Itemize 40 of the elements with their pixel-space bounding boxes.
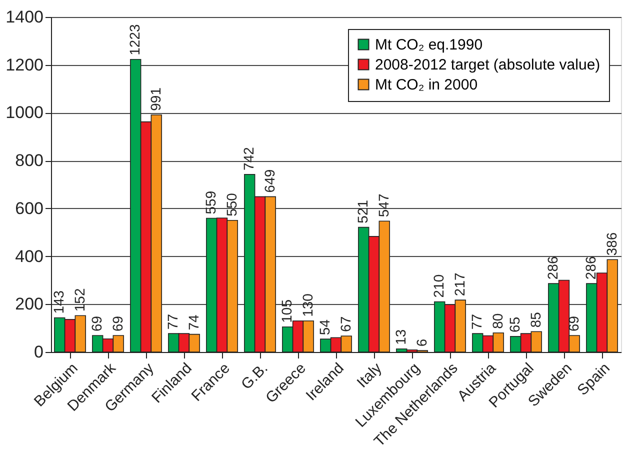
data-label: 550 (223, 192, 240, 216)
legend-label: Mt CO₂ eq.1990 (375, 36, 483, 54)
data-label: 649 (261, 169, 278, 193)
data-label: 210 (430, 274, 447, 298)
data-label: 54 (316, 319, 333, 336)
data-label: 67 (337, 316, 354, 332)
y-tick-label: 200 (15, 294, 44, 314)
data-label: 143 (50, 290, 67, 314)
data-label: 130 (299, 293, 316, 317)
data-label: 74 (185, 314, 202, 330)
y-tick-label: 0 (34, 342, 44, 362)
data-label: 217 (451, 272, 468, 296)
data-label: 386 (603, 232, 620, 256)
data-label: 559 (202, 190, 219, 214)
legend-label: 2008-2012 target (absolute value) (375, 56, 600, 74)
data-label: 69 (109, 316, 126, 332)
data-label: 13 (392, 329, 409, 345)
data-label: 286 (582, 256, 599, 280)
data-label: 80 (489, 313, 506, 329)
data-label: 77 (468, 314, 485, 330)
data-label: 521 (354, 200, 371, 224)
data-label: 69 (88, 316, 105, 332)
data-label: 547 (375, 194, 392, 218)
legend-label: Mt CO₂ in 2000 (375, 76, 478, 94)
data-label: 77 (164, 314, 181, 330)
data-label: 286 (544, 256, 561, 280)
data-label: 105 (278, 299, 295, 323)
data-label: 1223 (126, 24, 143, 56)
data-label: 152 (71, 288, 88, 312)
data-label: 65 (506, 316, 523, 332)
y-tick-label: 1400 (6, 8, 44, 26)
y-tick-label: 800 (15, 151, 44, 170)
data-label: 742 (240, 146, 257, 170)
y-tick-label: 1000 (6, 103, 44, 122)
y-tick-label: 1200 (6, 55, 44, 74)
data-label: 85 (527, 312, 544, 328)
y-tick-label: 400 (15, 246, 44, 266)
data-label: 991 (147, 87, 164, 111)
data-label: 6 (413, 338, 430, 347)
y-tick-label: 600 (15, 198, 44, 218)
